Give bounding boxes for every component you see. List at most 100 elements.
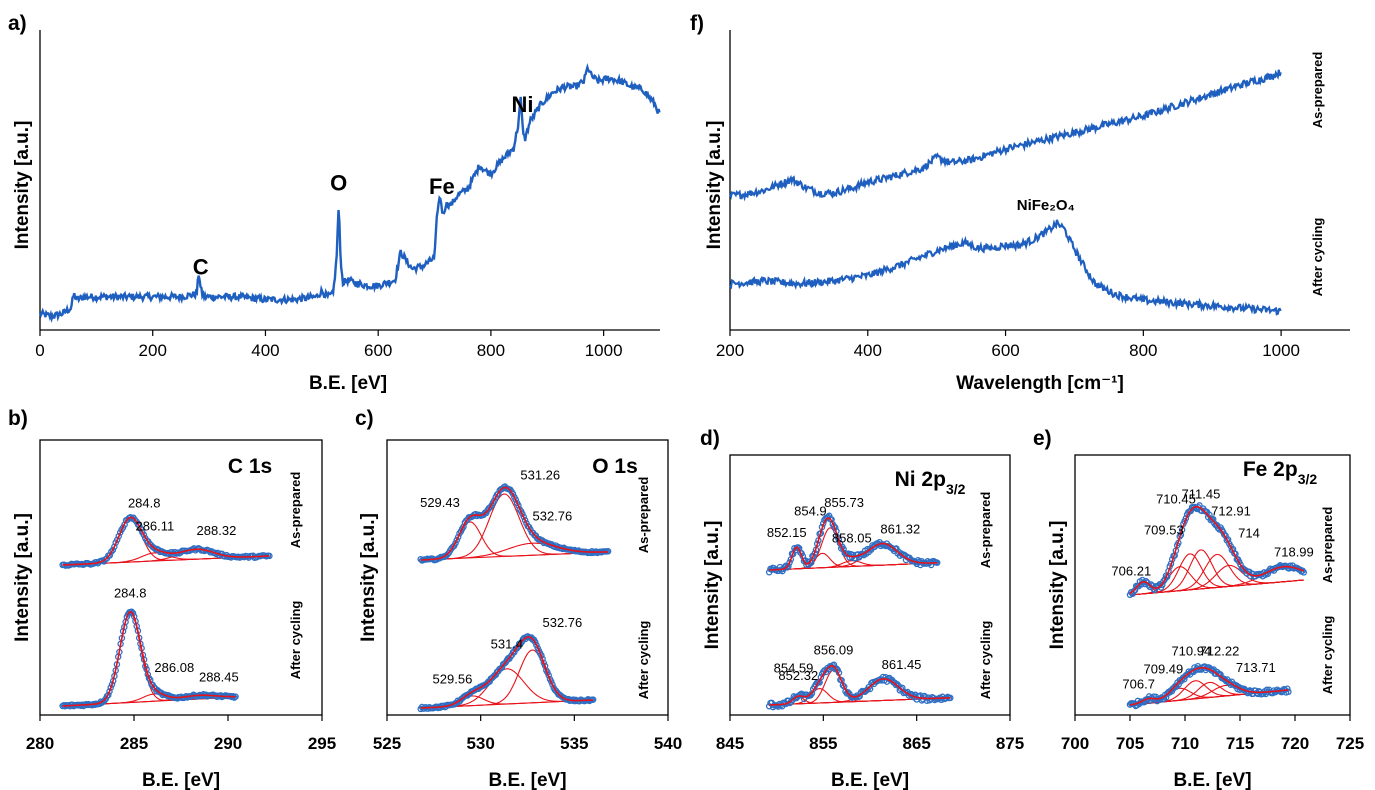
panel-d-data-point: [817, 673, 825, 681]
panel-e-xtick-label: 715: [1226, 734, 1254, 753]
panel-b-data-point: [131, 516, 139, 524]
panel-b-data-point: [134, 521, 142, 528]
panel-a-spectrum-line: [38, 62, 661, 324]
panel-d-peak-label: 856.09: [814, 642, 854, 657]
panel-b-data-point: [140, 531, 148, 538]
panel-b-peak-label: 286.08: [154, 660, 194, 675]
panel-e-peak-label: 712.22: [1200, 643, 1240, 658]
panel-c-data-point: [513, 645, 520, 652]
panel-c-side-label: After cycling: [636, 621, 651, 700]
panel-c-data-point: [491, 497, 498, 504]
panel-e-side-label: As-prepared: [1320, 507, 1335, 584]
panel-b-xlabel: B.E. [eV]: [142, 770, 220, 790]
panel-d-frame: [729, 454, 1011, 716]
panel-d-fit-background: [769, 562, 938, 571]
panel-c-data-point: [521, 516, 529, 524]
panel-f-xtick-label: 600: [991, 341, 1019, 360]
panel-f-xtick-label: 1000: [1262, 341, 1300, 360]
panel-e-peak-label: 709.49: [1144, 662, 1184, 677]
panel-e-ylabel: Intensity [a.u.]: [1047, 521, 1068, 650]
panel-e-side-label: After cycling: [1320, 616, 1335, 695]
panel-c-xlabel: B.E. [eV]: [488, 770, 566, 790]
panel-b-xtick-label: 290: [214, 734, 242, 753]
panel-f-side-label-after-cycling: After cycling: [1310, 218, 1325, 297]
panel-f-xlabel: Wavelength [cm⁻¹]: [956, 373, 1124, 394]
panel-b-side-label: As-prepared: [288, 472, 303, 549]
panel-f-series: [728, 69, 1282, 316]
panel-a-xtick-label: 400: [251, 341, 279, 360]
panel-d-core-level-sub: 3/2: [946, 481, 966, 497]
panel-f-side-label-as-prepared: As-prepared: [1310, 52, 1325, 129]
panel-c-data-point: [495, 490, 502, 497]
panel-b-peak-label: 288.45: [199, 669, 239, 684]
panel-b-data-point: [136, 522, 143, 530]
panel-d-peak-label: 854.9: [794, 503, 827, 518]
panel-a-peak-label: C: [193, 254, 209, 279]
panel-b-data-point: [109, 546, 117, 554]
panel-b-data-point: [103, 692, 111, 700]
panel-c-xtick-label: 535: [560, 734, 588, 753]
panel-f-xtick-label: 400: [854, 341, 882, 360]
panel-d-peak-label: 861.32: [880, 522, 920, 537]
panel-d-xtick-label: 865: [902, 734, 930, 753]
panel-f: f) Intensity [a.u.] 200 400 600 800 1000 Wav…: [690, 12, 1350, 394]
panel-a-annotations: C O Fe Ni: [193, 92, 534, 279]
panel-a-peak-label: Fe: [429, 174, 455, 199]
panel-c-peak-label: 529.56: [433, 672, 473, 687]
panel-d-core-level-main: Ni 2p: [895, 468, 946, 491]
panel-e-peak-label: 706.21: [1111, 564, 1151, 579]
panel-e: e) 700 705 710 715 720 725 B.E. [eV] Intensity …: [1033, 427, 1364, 790]
panel-a-letter: a): [8, 12, 27, 35]
panel-c-core-level-main: O 1s: [592, 455, 638, 478]
panel-a-xtick-label: 0: [35, 341, 44, 360]
panel-c-data-point: [515, 502, 522, 509]
panel-b-data-point: [106, 552, 114, 559]
panel-f-letter: f): [690, 12, 704, 35]
panel-d-core-level: Ni 2p3/2: [895, 468, 966, 497]
panel-c-frame: [386, 439, 669, 716]
panel-e-data-point: [1130, 588, 1137, 595]
panel-b-ylabel: Intensity [a.u.]: [12, 513, 33, 642]
panel-e-xtick-label: 705: [1116, 734, 1144, 753]
panel-d: d) 845 855 865 875 B.E. [eV] Intensity [a.u.]…: [700, 427, 1024, 790]
panel-b-xtick-label: 295: [308, 734, 336, 753]
panel-b-peak-label: 284.8: [128, 495, 161, 510]
panel-e-core-level-main: Fe 2p: [1243, 458, 1298, 481]
panel-d-data-point: [787, 698, 795, 705]
panel-d-peak-label: 852.32: [778, 668, 818, 683]
panel-d-data-point: [786, 559, 793, 566]
panel-e-data-point: [1284, 685, 1291, 692]
panel-a-xlabel: B.E. [eV]: [309, 373, 387, 394]
panel-e-fit-background: [1129, 579, 1304, 596]
panel-e-xtick-label: 710: [1171, 734, 1199, 753]
panel-d-letter: d): [700, 427, 720, 450]
panel-e-peak-label: 714: [1238, 525, 1260, 540]
panel-c-peak-label: 529.43: [420, 495, 460, 510]
panel-e-peak-label: 710.45: [1156, 491, 1196, 506]
panel-e-xlabel: B.E. [eV]: [1173, 770, 1251, 790]
panel-a-xtick-label: 200: [139, 341, 167, 360]
panel-e-letter: e): [1033, 427, 1052, 450]
panel-c-data-point: [540, 659, 548, 667]
panel-d-data-point: [783, 564, 791, 571]
panel-e-peak-label: 710.94: [1171, 643, 1211, 658]
panel-c-xtick-label: 530: [466, 734, 494, 753]
panel-b-side-label: After cycling: [288, 601, 303, 680]
panel-a-peak-label: O: [330, 170, 347, 195]
panel-b-letter: b): [8, 407, 28, 430]
panel-b-peak-label: 288.32: [197, 523, 237, 538]
panel-c-peak-label: 531.26: [520, 468, 560, 483]
panel-c-peak-label: 532.76: [532, 508, 572, 523]
panel-c-letter: c): [355, 407, 374, 430]
panel-b-fit-envelope: [62, 610, 236, 707]
panel-f-xtick-label: 200: [716, 341, 744, 360]
panel-e-peak-label: 713.71: [1236, 660, 1276, 675]
panel-b-peak-label: 284.8: [114, 586, 147, 601]
panel-c-data-point: [512, 496, 519, 503]
panel-c-peak-label: 532.76: [542, 615, 582, 630]
panel-b-core-level: C 1s: [228, 455, 272, 478]
panel-d-peak-label: 858.05: [832, 531, 872, 546]
panel-e-peak-label: 712.91: [1211, 503, 1251, 518]
panel-d-peak-label: 854.59: [774, 661, 814, 676]
